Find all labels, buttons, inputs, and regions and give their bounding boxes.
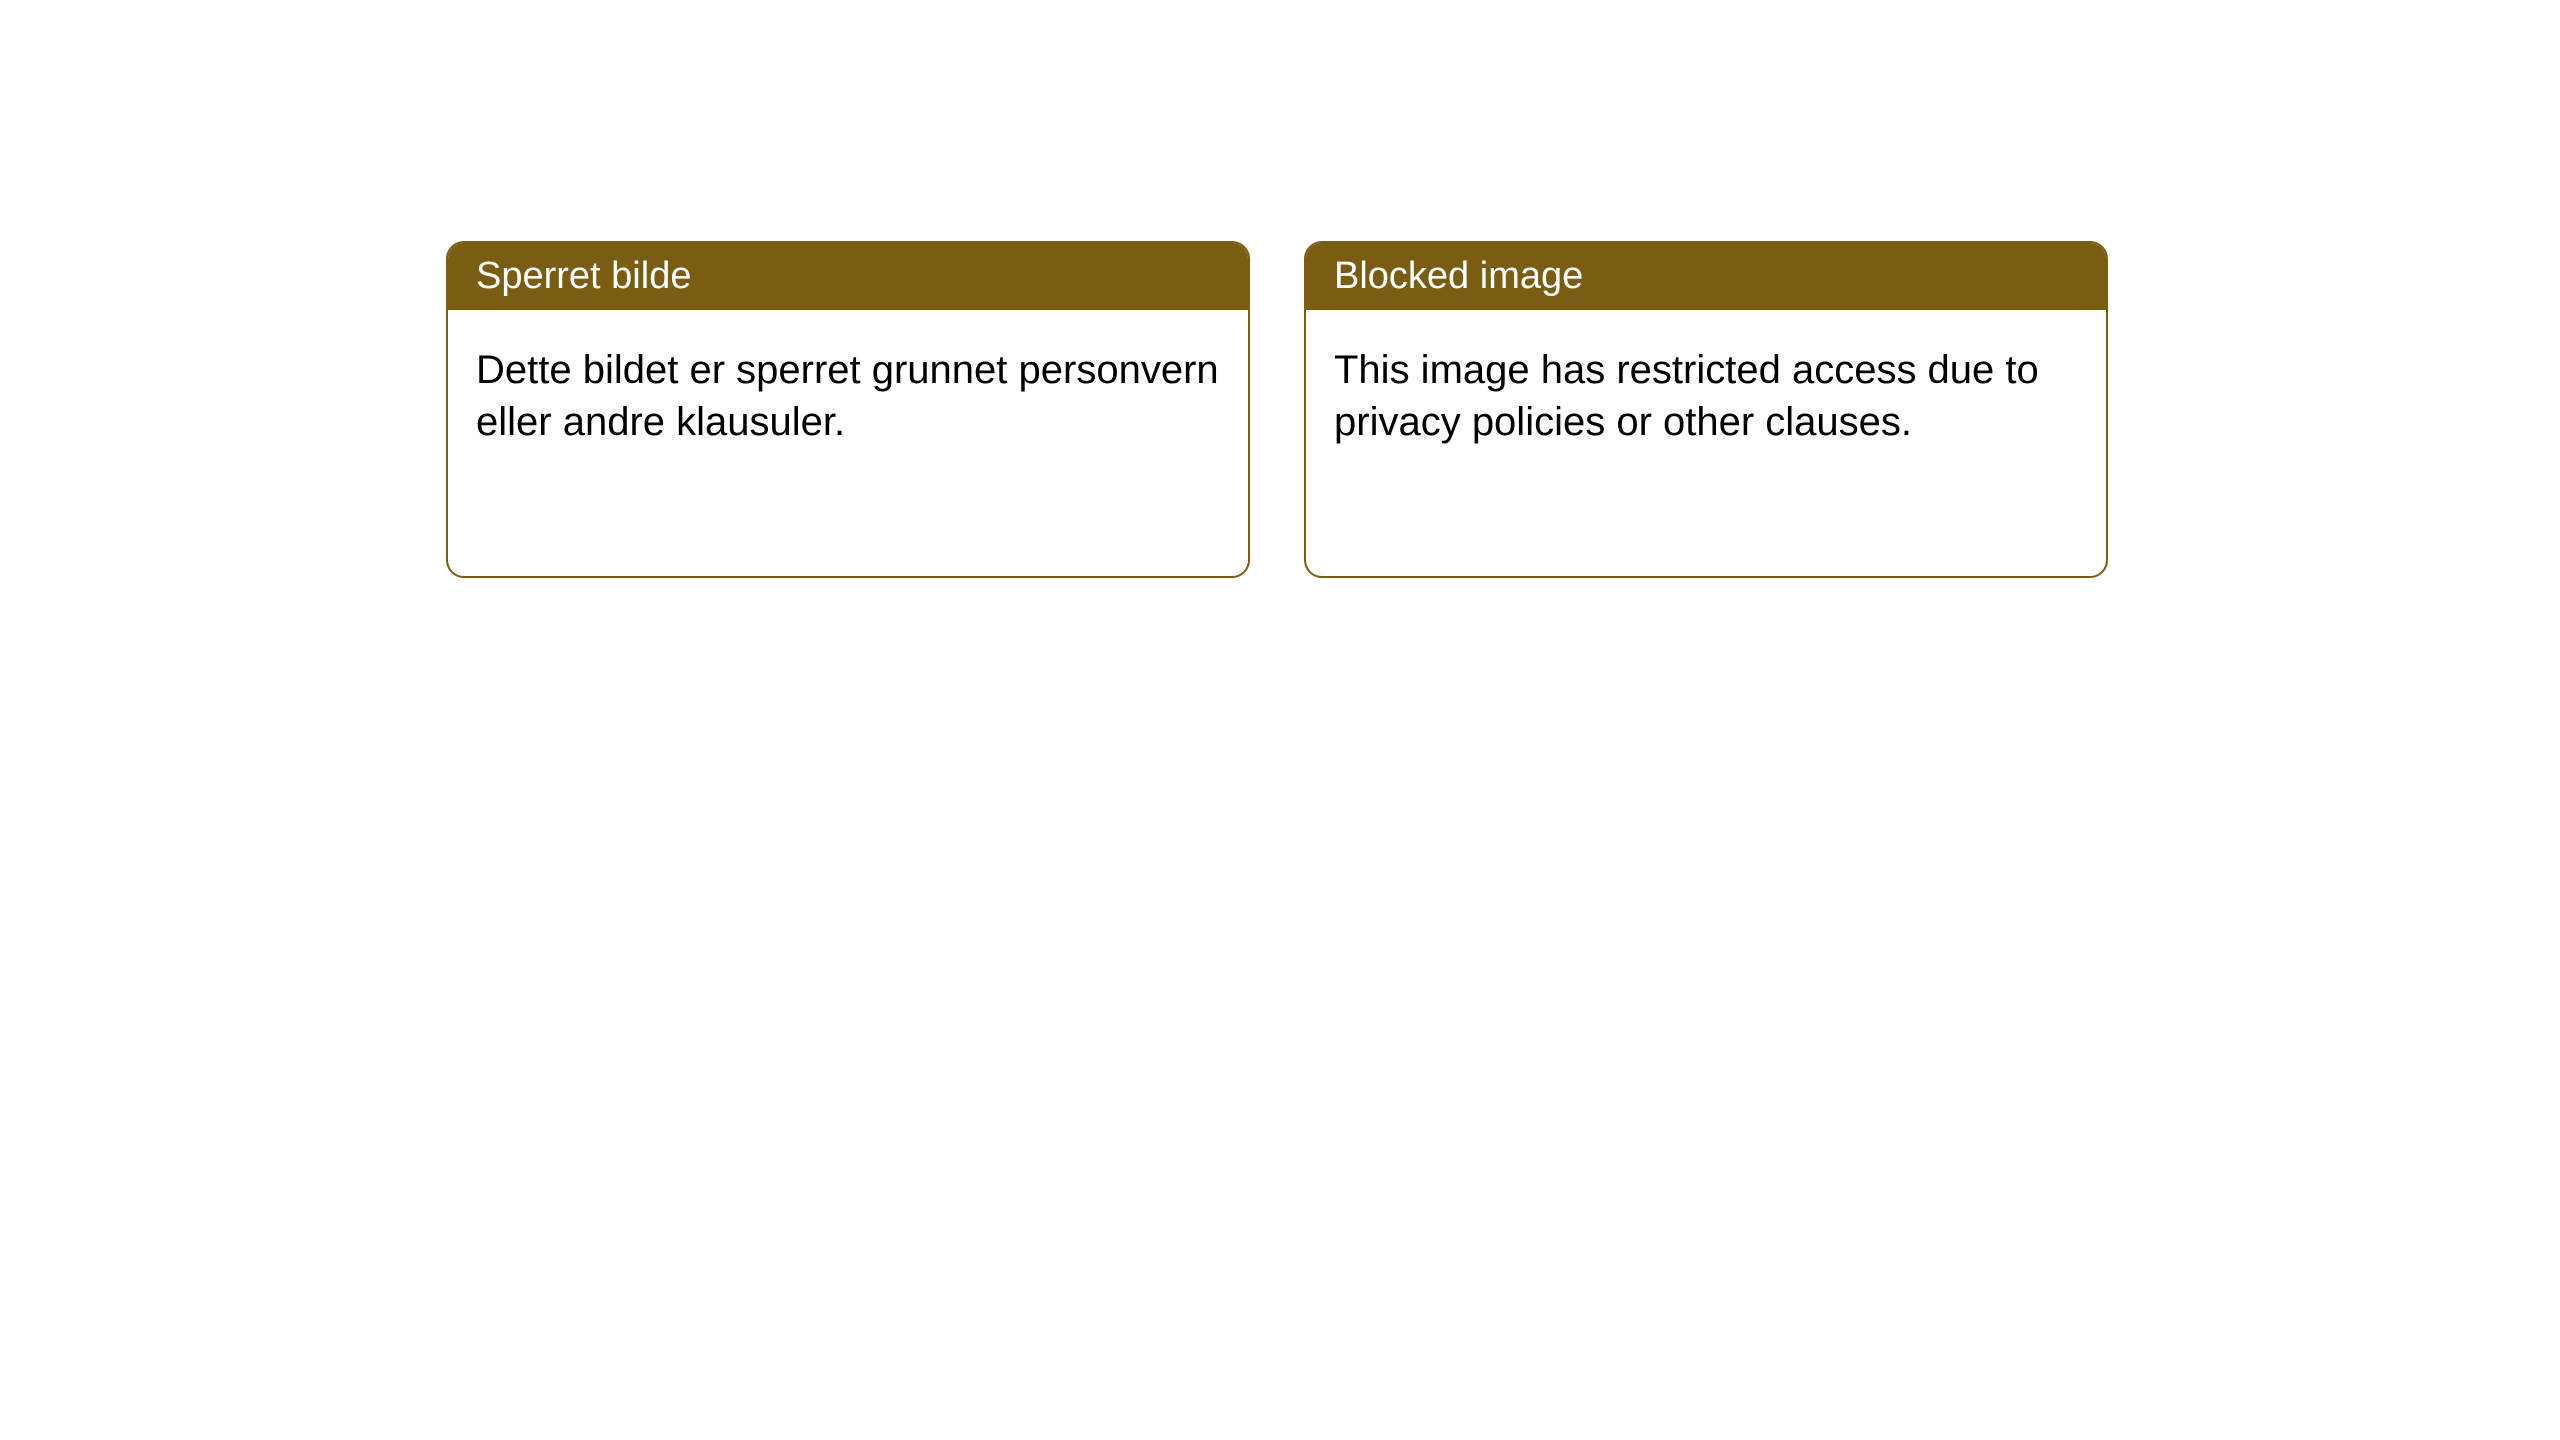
- card-body: This image has restricted access due to …: [1306, 310, 2106, 482]
- card-body-text: This image has restricted access due to …: [1334, 348, 2039, 444]
- card-body-text: Dette bildet er sperret grunnet personve…: [476, 348, 1219, 444]
- card-title: Blocked image: [1334, 255, 1583, 297]
- card-header: Blocked image: [1306, 243, 2106, 310]
- card-title: Sperret bilde: [476, 255, 691, 297]
- notice-container: Sperret bilde Dette bildet er sperret gr…: [0, 0, 2560, 578]
- card-header: Sperret bilde: [448, 243, 1248, 310]
- card-body: Dette bildet er sperret grunnet personve…: [448, 310, 1248, 482]
- notice-card-english: Blocked image This image has restricted …: [1304, 241, 2108, 578]
- notice-card-norwegian: Sperret bilde Dette bildet er sperret gr…: [446, 241, 1250, 578]
